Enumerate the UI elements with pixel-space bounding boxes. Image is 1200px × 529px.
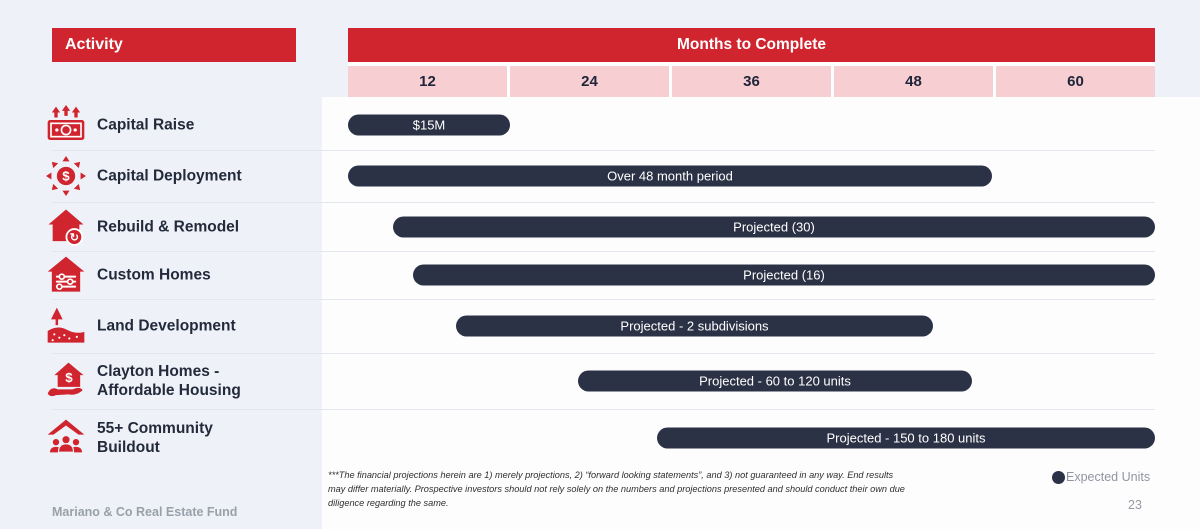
activity-label: Custom Homes [97,266,211,284]
dollar-spread-icon: $ [46,156,86,196]
house-settings-icon [46,255,86,295]
activity-label: Capital Raise [97,116,195,134]
legend-label: Expected Units [1066,470,1151,484]
legend: Expected Units [1052,470,1150,484]
activity-row: $ Capital Deployment Over 48 month period [0,150,1200,202]
activity-label: Rebuild & Remodel [97,218,240,235]
gantt-bar: $15M [348,114,510,136]
svg-text:$: $ [65,370,73,385]
month-tick-24: 24 [510,66,669,97]
activity-column-header: Activity [52,28,296,62]
month-tick-48: 48 [834,66,993,97]
month-tick-12: 12 [348,66,507,97]
months-header-block: Months to Complete 12 24 36 48 60 [348,28,1155,97]
gantt-bar: Projected (16) [413,264,1155,286]
footer-brand: Mariano & Co Real Estate Fund [52,505,238,519]
activity-label: Clayton Homes - Affordable Housing [97,363,241,399]
gantt-bar: Over 48 month period [348,165,992,187]
activity-row: ↻ Rebuild & Remodel Projected (30) [0,202,1200,251]
activity-row: 55+ Community Buildout Projected - 150 to… [0,409,1200,466]
month-tick-60: 60 [996,66,1155,97]
money-raise-icon [46,105,86,145]
land-tree-icon [46,306,86,346]
activity-label: Capital Deployment [97,167,242,185]
month-tick-36: 36 [672,66,831,97]
svg-text:↻: ↻ [70,232,79,244]
disclaimer-text: ***The financial projections herein are … [328,470,905,508]
house-hand-dollar-icon: $ [46,361,86,401]
month-tick-row: 12 24 36 48 60 [348,66,1155,97]
gantt-bar: Projected - 2 subdivisions [456,315,933,337]
svg-text:$: $ [62,169,70,184]
activity-rows: Capital Raise $15M $ Capital Deployment Over… [0,100,1200,466]
activity-row: Capital Raise $15M [0,100,1200,150]
house-refresh-icon: ↻ [46,207,86,247]
activity-label: 55+ Community Buildout [97,419,213,456]
gantt-bar: Projected (30) [393,216,1155,237]
expected-units-dot-icon [1052,470,1065,484]
gantt-bar: Projected - 60 to 120 units [578,370,972,392]
activity-row: $ Clayton Homes - Affordable Housing Proje… [0,353,1200,409]
page-number: 23 [1128,498,1142,512]
activity-label: Land Development [97,317,236,335]
activity-row: Custom Homes Projected (16) [0,251,1200,299]
activity-row: Land Development Projected - 2 subdivisio… [0,299,1200,353]
gantt-bar: Projected - 150 to 180 units [657,427,1155,448]
months-to-complete-header: Months to Complete [348,28,1155,62]
community-people-icon [46,418,86,458]
